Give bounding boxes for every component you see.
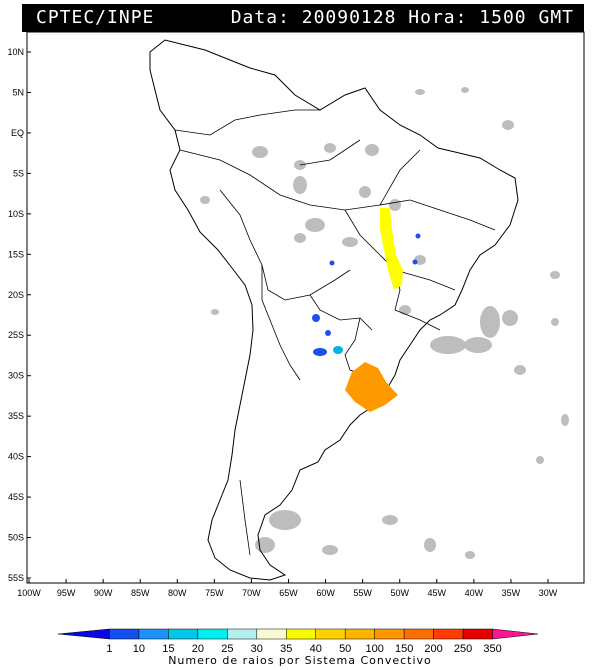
legend-value: 15 <box>162 643 174 655</box>
lon-label: 100W <box>17 588 41 598</box>
legend-swatch <box>344 628 375 640</box>
lat-label: 25S <box>8 330 24 340</box>
legend-values: 1 10 15 20 25 30 35 40 50 100 150 200 250 350 <box>106 643 501 655</box>
lon-label: 30W <box>539 588 558 598</box>
legend-value: 200 <box>424 643 442 655</box>
storm-blue <box>329 260 335 266</box>
lat-label: 15S <box>8 249 24 259</box>
legend-value: 40 <box>310 643 322 655</box>
source-label: CPTEC/INPE <box>36 7 155 28</box>
datetime-label: Data: 20090128 Hora: 1500 GMT <box>230 7 574 28</box>
legend-swatch <box>286 628 316 640</box>
legend-swatch <box>403 628 434 640</box>
legend-swatch <box>462 628 493 640</box>
lat-label: 55S <box>8 573 24 583</box>
lat-label: 40S <box>8 452 24 462</box>
legend-swatch <box>492 628 539 640</box>
lat-label: 5S <box>13 168 24 178</box>
lon-label: 65W <box>279 588 298 598</box>
legend-swatch <box>57 628 110 640</box>
legend-value: 35 <box>280 643 292 655</box>
lon-label: 90W <box>94 588 113 598</box>
legend-value: 1 <box>106 643 112 655</box>
lon-label: 60W <box>316 588 335 598</box>
legend-swatch <box>256 628 287 640</box>
lon-label: 80W <box>168 588 187 598</box>
legend-value: 150 <box>395 643 413 655</box>
legend-swatch <box>374 628 405 640</box>
map-header: CPTEC/INPE Data: 20090128 Hora: 1500 GMT <box>22 4 584 32</box>
storm-yellow <box>380 208 403 290</box>
lon-label: 45W <box>428 588 447 598</box>
latitude-axis: 10N 5N EQ 5S 10S 15S 20S 25S 30S 35S 40S 45S 50S 55S <box>7 47 31 583</box>
legend-swatch <box>227 628 258 640</box>
lat-label: 50S <box>8 533 24 543</box>
legend-value: 100 <box>365 643 383 655</box>
storm-cyan <box>333 346 343 354</box>
legend-colorbar <box>57 628 539 640</box>
map-frame <box>26 31 585 584</box>
storm-blue <box>325 330 331 336</box>
storm-orange <box>345 362 398 412</box>
legend-swatch <box>168 628 199 640</box>
longitude-axis: 100W 95W 90W 85W 80W 75W 70W 65W 60W 55W 50W 45W 40W… <box>17 579 558 598</box>
lat-label: 10S <box>8 209 24 219</box>
legend-value: 20 <box>192 643 204 655</box>
legend-value: 10 <box>133 643 145 655</box>
storm-blue <box>312 314 320 322</box>
lon-label: 75W <box>205 588 224 598</box>
country-borders <box>174 109 496 556</box>
lon-label: 55W <box>353 588 372 598</box>
legend-swatch <box>109 628 140 640</box>
legend-swatch <box>315 628 346 640</box>
cloud-cover <box>200 87 569 559</box>
lat-label: 35S <box>8 411 24 421</box>
lon-label: 85W <box>131 588 150 598</box>
legend-value: 50 <box>339 643 351 655</box>
lon-label: 95W <box>57 588 76 598</box>
legend-swatch <box>433 628 464 640</box>
lon-label: 50W <box>390 588 409 598</box>
lat-label: 20S <box>8 290 24 300</box>
legend-value: 25 <box>221 643 233 655</box>
lat-label: 5N <box>12 87 24 97</box>
legend-swatch <box>138 628 169 640</box>
storm-blue <box>415 233 421 239</box>
lat-label: 45S <box>8 492 24 502</box>
legend-value: 350 <box>483 643 501 655</box>
legend-value: 250 <box>454 643 472 655</box>
lat-label: 10N <box>7 47 24 57</box>
lon-label: 40W <box>465 588 484 598</box>
storm-blue <box>412 259 418 265</box>
lon-label: 35W <box>502 588 521 598</box>
legend-swatch <box>197 628 228 640</box>
legend-value: 30 <box>251 643 263 655</box>
storm-blue <box>313 348 327 356</box>
continent-outline <box>149 39 519 581</box>
lat-label: EQ <box>11 128 24 138</box>
lat-label: 30S <box>8 371 24 381</box>
storm-clusters <box>312 208 421 412</box>
legend-title: Numero de raios por Sistema Convectivo <box>168 654 432 667</box>
lon-label: 70W <box>242 588 261 598</box>
